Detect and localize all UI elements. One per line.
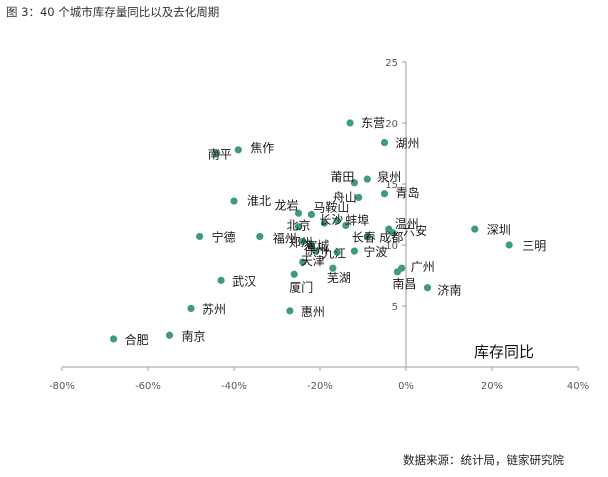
data-point (333, 217, 341, 225)
point-label: 福州 (273, 230, 297, 245)
data-point (505, 241, 513, 249)
point-label: 苏州 (202, 302, 226, 316)
data-point (380, 138, 389, 147)
data-point (329, 264, 337, 272)
point-label: 芜湖 (327, 270, 351, 285)
point-label: 湖州 (396, 136, 420, 151)
point-label: 厦门 (289, 279, 313, 294)
point-label: 南京 (182, 328, 206, 343)
point-label: 蚌埠 (345, 214, 369, 228)
point-label: 惠州 (301, 305, 325, 319)
point-label: 广州 (411, 260, 435, 274)
point-label: 龙岩 (275, 197, 299, 212)
data-points (110, 119, 513, 343)
x-tick-label: 20% (481, 381, 503, 392)
data-point (393, 268, 401, 276)
x-tick-label: -60% (135, 381, 161, 392)
data-point (299, 258, 307, 266)
point-label: 济南 (438, 283, 462, 298)
data-point (355, 193, 363, 202)
point-label: 南平 (208, 147, 232, 162)
point-label: 淮北 (247, 194, 271, 208)
point-label: 三明 (522, 239, 546, 253)
data-point (110, 335, 118, 343)
point-label: 舟山 (333, 190, 357, 204)
y-tick-label: 25 (385, 58, 398, 69)
data-point (217, 276, 225, 284)
point-label: 郑州 (289, 234, 313, 249)
x-axis-label: 库存同比 (474, 343, 534, 361)
x-tick-label: -40% (221, 381, 247, 392)
point-label: 泉州 (377, 170, 401, 184)
data-point (380, 190, 389, 198)
x-tick-label: 0% (398, 381, 414, 392)
point-label: 东营 (361, 116, 385, 130)
data-point (165, 331, 174, 339)
point-label: 青岛 (396, 185, 420, 200)
data-point (294, 223, 303, 231)
x-tick-label: -20% (307, 381, 333, 392)
point-label: 温州 (395, 217, 419, 231)
data-point (286, 307, 294, 315)
data-point (423, 284, 432, 292)
data-point (213, 149, 221, 158)
x-tick-label: 40% (567, 381, 589, 392)
y-tick-label: 15 (385, 180, 398, 191)
data-source: 数据来源：统计局，链家研究院 (403, 453, 564, 467)
point-label: 武汉 (232, 274, 256, 288)
y-tick-label: 5 (392, 302, 398, 313)
point-label: 成都 (379, 230, 403, 244)
x-tick-label: -80% (49, 381, 75, 392)
data-point (230, 197, 238, 205)
data-point (294, 209, 303, 217)
data-point (350, 247, 358, 255)
point-label: 宣城 (305, 238, 329, 253)
data-point (389, 229, 397, 237)
data-point (312, 247, 320, 255)
point-label: 长沙 (319, 213, 343, 227)
data-point (350, 179, 358, 187)
data-point (196, 232, 204, 241)
y-tick-label: 20 (385, 119, 398, 130)
point-label: 焦作 (250, 141, 274, 155)
point-label: 合肥 (125, 332, 149, 347)
point-label: 北京 (287, 219, 311, 233)
data-point (307, 241, 315, 249)
point-label: 深圳 (487, 223, 511, 237)
point-label: 徐州 (304, 242, 328, 257)
data-point (333, 248, 341, 256)
point-label: 马鞍山 (313, 200, 349, 215)
chart-title: 图 3：40 个城市库存量同比以及去化周期 (6, 5, 220, 19)
data-point (307, 210, 315, 219)
data-point (187, 304, 195, 313)
data-point (234, 146, 242, 154)
y-tick-label: 10 (385, 241, 398, 252)
point-label: 九江 (322, 246, 346, 260)
point-label: 宁德 (212, 229, 236, 244)
data-point (299, 237, 307, 245)
point-label: 六安 (403, 223, 427, 238)
data-point (320, 219, 328, 227)
data-point (363, 232, 371, 241)
data-point (346, 119, 354, 127)
chart-axes: -80% -60% -40% -20% 0% 20% 40% 5 10 15 20 25 (49, 58, 589, 392)
data-point (342, 221, 350, 230)
point-label: 南昌 (392, 276, 416, 291)
point-label: 天津 (301, 254, 325, 268)
point-label: 宁波 (363, 244, 387, 259)
data-point (471, 225, 479, 233)
point-label: 莆田 (330, 170, 354, 184)
data-point (256, 232, 264, 241)
data-point (290, 270, 298, 278)
data-point (363, 175, 371, 183)
point-label: 长春 (352, 230, 376, 244)
